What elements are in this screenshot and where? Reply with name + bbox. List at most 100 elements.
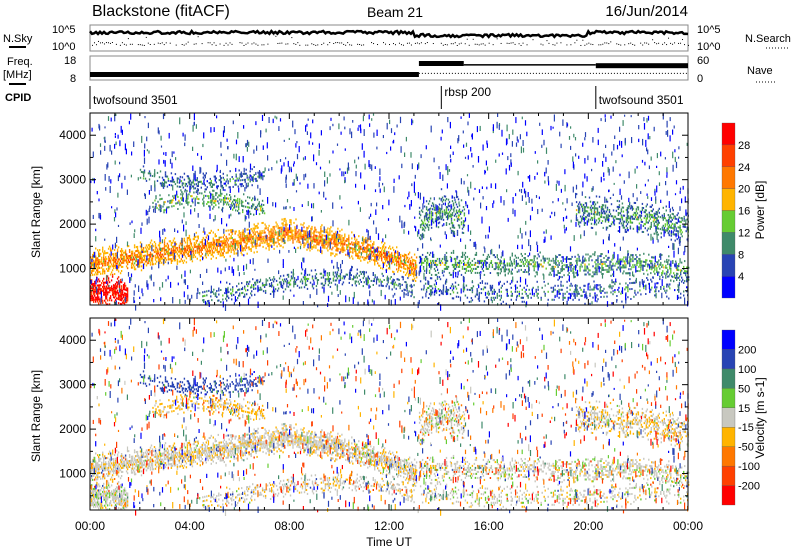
data-cell — [650, 213, 652, 216]
data-cell — [243, 237, 245, 240]
data-cell — [559, 276, 561, 278]
data-cell — [326, 247, 328, 250]
nsearch-point — [161, 42, 163, 44]
data-cell — [592, 253, 594, 256]
data-cell — [658, 265, 660, 268]
data-cell — [196, 185, 198, 188]
data-cell — [646, 215, 648, 218]
data-cell — [288, 235, 290, 238]
data-cell — [142, 255, 145, 257]
data-cell — [112, 296, 115, 299]
data-cell — [324, 228, 326, 231]
data-cell — [95, 265, 97, 268]
nsearch-point — [644, 42, 646, 44]
data-cell — [181, 250, 184, 252]
data-cell — [455, 263, 458, 266]
nsearch-point — [418, 43, 420, 45]
data-cell — [139, 253, 142, 256]
data-cell — [590, 255, 592, 258]
data-cell — [223, 234, 225, 237]
nsearch-point — [648, 43, 650, 45]
data-cell — [366, 253, 368, 256]
data-cell — [404, 274, 407, 276]
data-cell — [342, 245, 344, 247]
data-cell — [683, 281, 685, 284]
data-cell — [165, 175, 168, 178]
data-cell — [216, 187, 218, 190]
data-cell — [243, 193, 245, 196]
data-cell — [218, 206, 220, 209]
data-cell — [633, 266, 635, 269]
data-cell — [267, 227, 269, 229]
data-cell — [213, 292, 215, 295]
data-cell — [152, 255, 155, 258]
data-cell — [296, 240, 298, 243]
data-cell — [665, 266, 667, 269]
data-cell — [123, 282, 126, 285]
data-cell — [220, 240, 222, 243]
data-cell — [684, 226, 686, 228]
data-cell — [411, 293, 413, 296]
data-cell — [639, 270, 641, 273]
data-cell — [621, 260, 623, 263]
data-cell — [391, 262, 393, 265]
data-cell — [126, 289, 129, 292]
data-cell — [625, 225, 628, 227]
data-cell — [593, 201, 596, 204]
data-cell — [452, 265, 455, 268]
data-cell — [609, 213, 612, 216]
data-cell — [464, 257, 467, 260]
data-cell — [157, 258, 160, 261]
data-cell — [544, 257, 546, 260]
data-cell — [286, 273, 289, 276]
data-cell — [410, 256, 413, 259]
data-cell — [352, 251, 354, 254]
data-cell — [616, 260, 618, 263]
data-cell — [204, 244, 206, 247]
data-cell — [410, 295, 412, 298]
data-cell — [294, 232, 296, 235]
data-cell — [442, 218, 445, 221]
data-cell — [587, 218, 590, 221]
data-cell — [636, 256, 638, 258]
data-cell — [194, 249, 197, 252]
data-cell — [649, 225, 651, 228]
data-cell — [377, 278, 379, 281]
data-cell — [254, 283, 257, 286]
data-cell — [138, 261, 141, 264]
data-cell — [590, 204, 593, 207]
data-cell — [585, 216, 588, 219]
data-cell — [389, 267, 391, 270]
data-cell — [217, 240, 219, 243]
data-cell — [449, 209, 452, 212]
data-cell — [592, 271, 594, 274]
data-cell — [319, 233, 321, 236]
data-cell — [441, 261, 444, 264]
data-cell — [423, 269, 426, 272]
data-cell — [631, 221, 634, 224]
data-cell — [149, 255, 152, 258]
data-cell — [99, 253, 101, 255]
data-cell — [595, 267, 597, 270]
data-cell — [683, 217, 685, 220]
data-cell — [119, 298, 122, 301]
data-cell — [340, 271, 343, 274]
data-cell — [625, 209, 628, 211]
data-cell — [333, 236, 335, 239]
data-cell — [162, 255, 165, 258]
data-cell — [616, 217, 619, 220]
data-cell — [413, 296, 415, 299]
data-cell — [669, 226, 671, 229]
data-cell — [620, 258, 622, 261]
data-cell — [155, 205, 157, 208]
data-cell — [90, 291, 92, 294]
data-cell — [434, 212, 437, 215]
data-cell — [553, 267, 555, 270]
data-cell — [230, 288, 232, 291]
data-cell — [167, 179, 170, 182]
data-cell — [509, 264, 511, 267]
data-cell — [95, 259, 97, 262]
freq-segment — [418, 61, 464, 66]
data-cell — [124, 259, 127, 262]
data-cell — [656, 213, 658, 216]
